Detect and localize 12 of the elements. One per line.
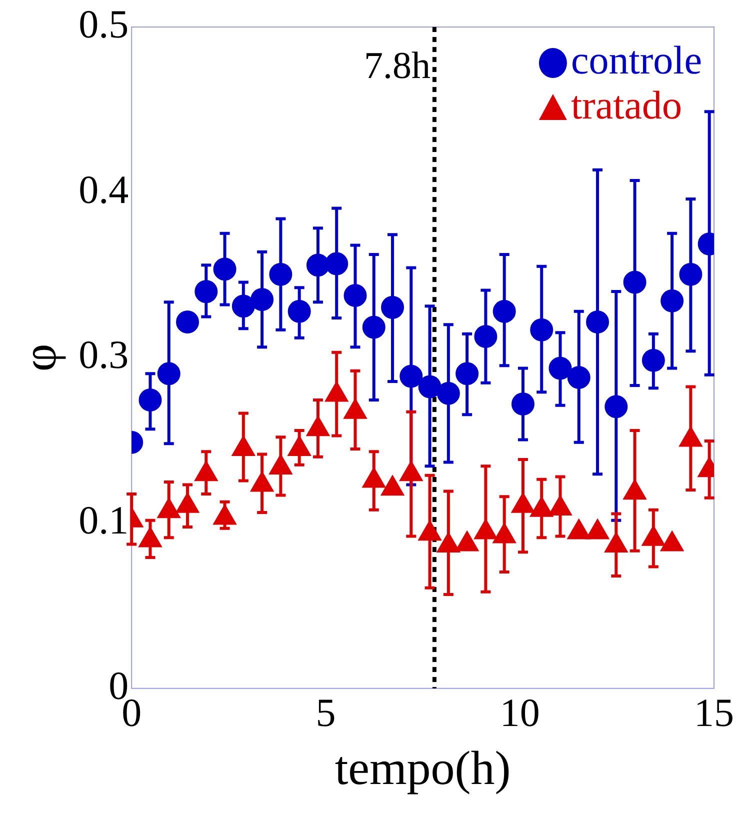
legend-label: tratado: [570, 82, 682, 128]
y-tick-label: 0.4: [78, 166, 129, 212]
y-axis-title: φ: [13, 344, 66, 372]
x-tick-label: 10: [500, 690, 540, 735]
y-tick-label: 0.5: [78, 2, 129, 46]
x-tick-label: 5: [316, 690, 336, 735]
x-axis-title: tempo(h): [334, 742, 511, 795]
y-tick-label: 0.1: [78, 498, 129, 543]
legend-label: controle: [570, 38, 702, 82]
x-tick-label: 15: [694, 690, 734, 735]
y-tick-label: 0.3: [78, 332, 129, 378]
ref-line-label: 7.8h: [364, 44, 430, 87]
